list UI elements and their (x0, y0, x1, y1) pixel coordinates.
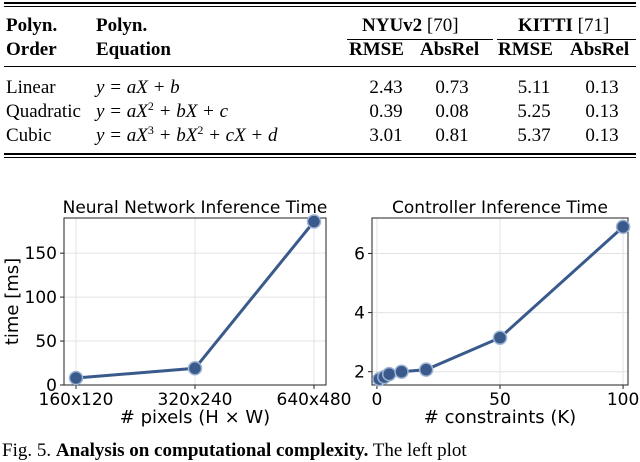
chart1-point (187, 361, 203, 376)
figure-caption: Fig. 5. Analysis on computational comple… (2, 440, 467, 462)
header-kitti: KITTI [71] (518, 15, 609, 37)
caption-prefix: Fig. 5. (2, 440, 52, 461)
chart2-xtick-label: 0 (372, 390, 383, 410)
table-top-rule (4, 2, 636, 4)
table-bottom-rule-2 (4, 157, 636, 158)
results-table: Polyn. Order Polyn. Equation NYUv2 [70] … (0, 0, 640, 170)
eq-part: y = aX (96, 101, 148, 122)
row-linear-nyu-absrel: 0.73 (435, 77, 469, 98)
table-top-rule-2 (4, 6, 636, 7)
header-kitti-absrel: AbsRel (570, 39, 630, 60)
eq-part: + cX + d (203, 125, 278, 146)
eq-part: + bX (153, 125, 198, 146)
header-kitti-rmse: RMSE (498, 39, 553, 60)
header-nyu-ref: [70] (426, 15, 459, 36)
chart1-xtick-label: 320x240 (158, 390, 233, 410)
chart1-title: Neural Network Inference Time (63, 198, 328, 218)
header-kitti-label: KITTI (518, 15, 573, 36)
row-cubic-equation: y = aX3 + bX2 + cX + d (96, 123, 278, 147)
header-kitti-ref: [71] (577, 15, 610, 36)
chart2-title: Controller Inference Time (392, 198, 608, 218)
table-bottom-rule (4, 153, 636, 155)
chart1-xtick-label: 160x120 (39, 390, 114, 410)
row-cubic-kitti-rmse: 5.37 (517, 125, 551, 146)
kitti-cmidrule (497, 39, 636, 40)
chart2-xtick-label: 50 (489, 390, 511, 410)
chart1-ytick-label: 100 (25, 288, 57, 308)
chart2-point (381, 366, 397, 382)
chart2-ytick-label: 2 (354, 363, 365, 383)
caption-rest: The left plot (372, 440, 467, 461)
row-linear-equation: y = aX + b (96, 77, 180, 98)
chart2-point (394, 364, 409, 379)
chart1-ytick-label: 50 (35, 332, 57, 352)
row-linear-kitti-absrel: 0.13 (585, 77, 619, 98)
chart1-point (68, 370, 84, 386)
chart2-point (615, 219, 631, 235)
row-cubic-nyu-rmse: 3.01 (369, 125, 403, 146)
header-nyu-absrel: AbsRel (420, 39, 480, 60)
row-cubic-nyu-absrel: 0.81 (435, 125, 469, 146)
eq-part: y = aX (96, 125, 148, 146)
chart1-ylabel: time [ms] (2, 258, 23, 345)
header-nyu-label: NYUv2 (362, 15, 423, 36)
row-linear-kitti-rmse: 5.11 (517, 77, 551, 98)
row-linear-nyu-rmse: 2.43 (369, 77, 403, 98)
header-equation-2: Equation (96, 39, 171, 60)
header-nyu-rmse: RMSE (349, 39, 404, 60)
row-quadratic-order: Quadratic (6, 101, 81, 122)
chart1-ytick-label: 0 (46, 376, 57, 396)
row-cubic-order: Cubic (6, 125, 52, 146)
row-quadratic-equation: y = aX2 + bX + c (96, 99, 229, 123)
eq-exponent: 2 (147, 99, 154, 113)
chart2-xtick-label: 100 (607, 390, 639, 410)
eq-exponent: 2 (197, 123, 204, 137)
caption-bold: Analysis on computational complexity. (55, 440, 369, 461)
chart2-point (492, 330, 508, 345)
chart2-ytick-label: 6 (354, 244, 365, 264)
chart1-xtick-label: 640x480 (277, 390, 352, 410)
header-nyu: NYUv2 [70] (362, 15, 459, 37)
row-cubic-kitti-absrel: 0.13 (585, 125, 619, 146)
table-mid-rule (4, 66, 636, 67)
chart2-point (418, 362, 434, 377)
inference-time-charts: 0 50 100 150 160x120 320x240 640x480 Neural Net… (2, 198, 639, 428)
nyu-cmidrule (347, 39, 493, 40)
header-order-2: Order (6, 39, 57, 60)
chart1-point (306, 214, 322, 229)
row-quadratic-kitti-rmse: 5.25 (517, 101, 551, 122)
eq-exponent: 3 (147, 123, 154, 137)
chart2-ytick-label: 4 (354, 304, 365, 324)
header-equation-1: Polyn. (96, 15, 148, 36)
row-quadratic-nyu-absrel: 0.08 (435, 101, 469, 122)
row-quadratic-nyu-rmse: 0.39 (369, 101, 403, 122)
chart2-xlabel: # constraints (K) (424, 407, 576, 428)
chart1-ytick-label: 150 (25, 244, 57, 264)
chart2-series-line (378, 225, 625, 381)
eq-part: + bX + c (153, 101, 229, 122)
row-linear-order: Linear (6, 77, 56, 98)
row-quadratic-kitti-absrel: 0.13 (585, 101, 619, 122)
header-order-1: Polyn. (6, 15, 58, 36)
chart1-xlabel: # pixels (H × W) (120, 407, 270, 428)
